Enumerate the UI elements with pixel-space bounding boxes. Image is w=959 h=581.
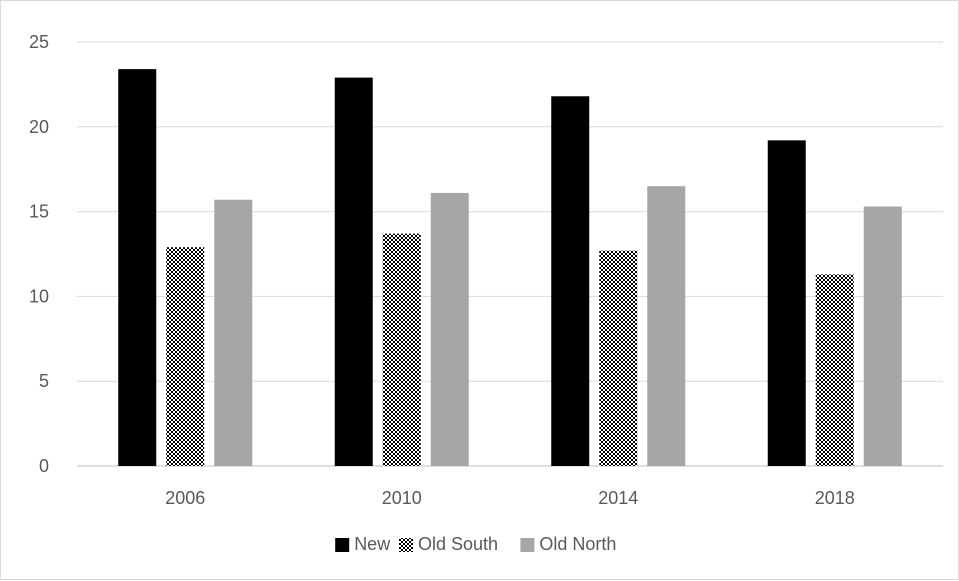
y-tick-label: 0 — [39, 456, 49, 476]
bar-new-2010 — [334, 77, 373, 466]
bar-new-2006 — [118, 69, 157, 467]
bar-new-2018 — [767, 140, 806, 467]
x-tick-label: 2006 — [165, 488, 205, 508]
y-tick-label: 25 — [29, 32, 49, 52]
bar-old-south-2014 — [599, 250, 638, 466]
legend-label-old-north: Old North — [539, 534, 616, 554]
bar-old-south-2018 — [815, 274, 854, 466]
y-tick-label: 10 — [29, 286, 49, 306]
legend: New Old South Old North — [335, 534, 616, 554]
x-tick-label: 2014 — [598, 488, 638, 508]
x-tick-label: 2010 — [382, 488, 422, 508]
y-tick-label: 15 — [29, 202, 49, 222]
bar-old-north-2018 — [863, 206, 902, 466]
x-tick-label: 2018 — [815, 488, 855, 508]
bar-old-south-2006 — [166, 247, 205, 466]
legend-swatch-new — [335, 538, 350, 552]
bar-old-north-2010 — [430, 192, 469, 466]
bars — [118, 69, 902, 467]
y-axis-ticks: 0 5 10 15 20 25 — [29, 32, 49, 476]
bar-old-south-2010 — [382, 233, 421, 466]
y-tick-label: 20 — [29, 117, 49, 137]
gridlines — [77, 41, 943, 467]
x-axis-ticks: 2006 2010 2014 2018 — [165, 488, 855, 508]
legend-label-new: New — [354, 534, 391, 554]
bar-old-north-2006 — [214, 199, 253, 466]
y-tick-label: 5 — [39, 371, 49, 391]
legend-swatch-old-south — [399, 538, 413, 552]
bar-old-north-2014 — [647, 186, 686, 466]
legend-label-old-south: Old South — [418, 534, 498, 554]
legend-swatch-old-north — [520, 538, 535, 552]
bar-new-2014 — [551, 96, 590, 466]
